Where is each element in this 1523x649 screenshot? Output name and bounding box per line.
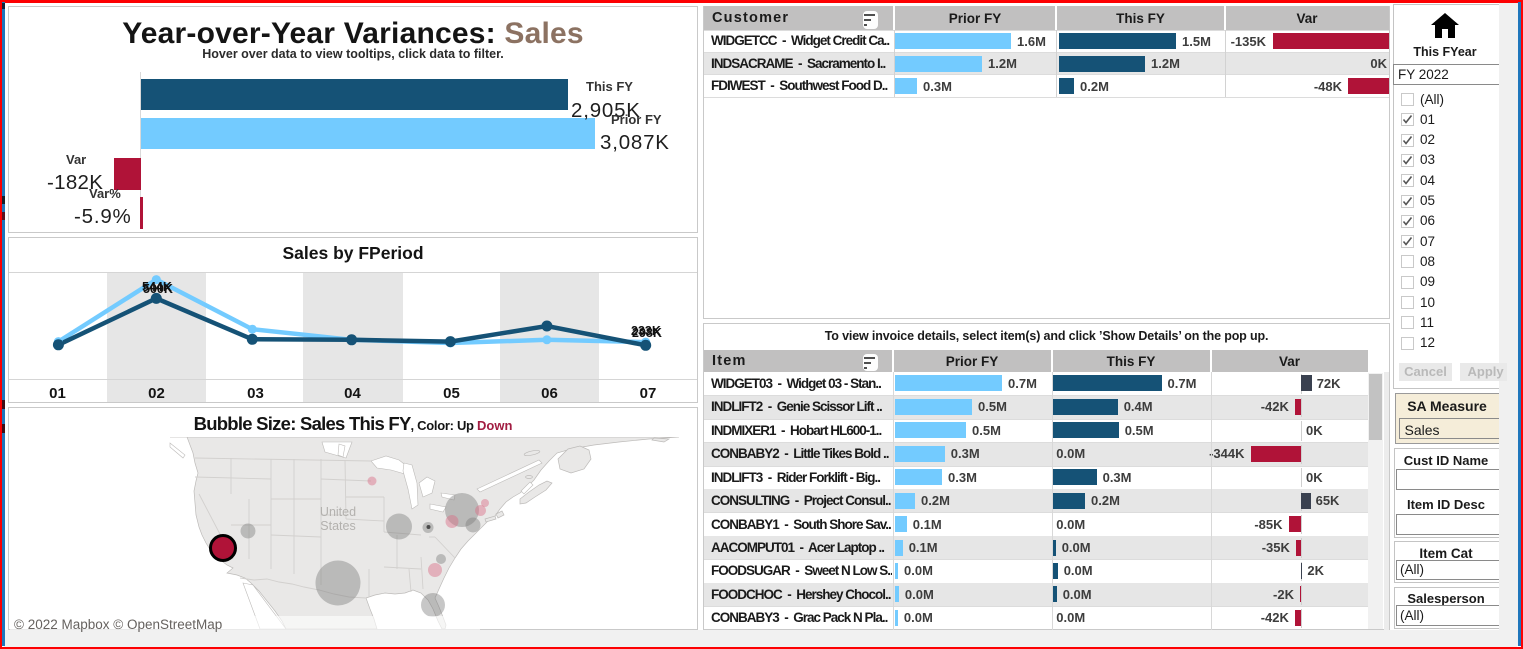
svg-text:United: United (320, 505, 356, 519)
svg-text:States: States (320, 519, 355, 533)
